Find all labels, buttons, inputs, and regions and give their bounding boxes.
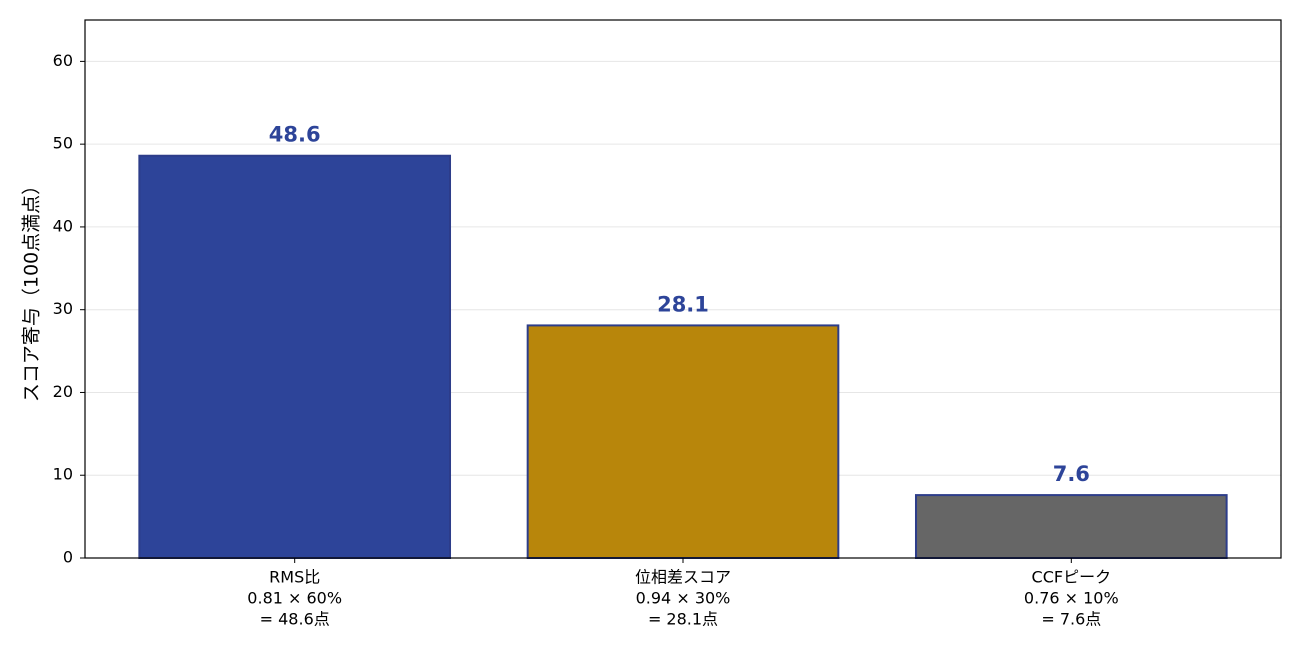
value-label: 48.6 [269, 123, 321, 147]
x-tick-label: 0.81 × 60% [247, 589, 342, 608]
y-axis-label: スコア寄与（100点満点） [21, 176, 43, 402]
y-tick-label: 40 [53, 216, 73, 235]
y-tick-label: 20 [53, 382, 73, 401]
bar [138, 154, 452, 559]
bar [914, 494, 1228, 560]
x-tick-label: 0.94 × 30% [636, 589, 731, 608]
x-tick-label: 0.76 × 10% [1024, 589, 1119, 608]
x-tick-label: 位相差スコア [635, 568, 731, 587]
bar [526, 324, 840, 559]
value-label: 28.1 [657, 292, 709, 316]
y-tick-label: 10 [53, 465, 73, 484]
y-tick-label: 50 [53, 134, 73, 153]
y-tick-label: 30 [53, 299, 73, 318]
x-tick-label: CCFピーク [1032, 568, 1112, 587]
x-tick-label: = 7.6点 [1041, 610, 1101, 629]
x-tick-label: RMS比 [269, 568, 320, 587]
x-tick-label: = 28.1点 [648, 610, 718, 629]
value-label: 7.6 [1053, 462, 1090, 486]
y-tick-label: 60 [53, 51, 73, 70]
y-tick-label: 0 [63, 548, 73, 567]
plot-frame [84, 19, 1282, 559]
x-tick-label: = 48.6点 [260, 610, 330, 629]
